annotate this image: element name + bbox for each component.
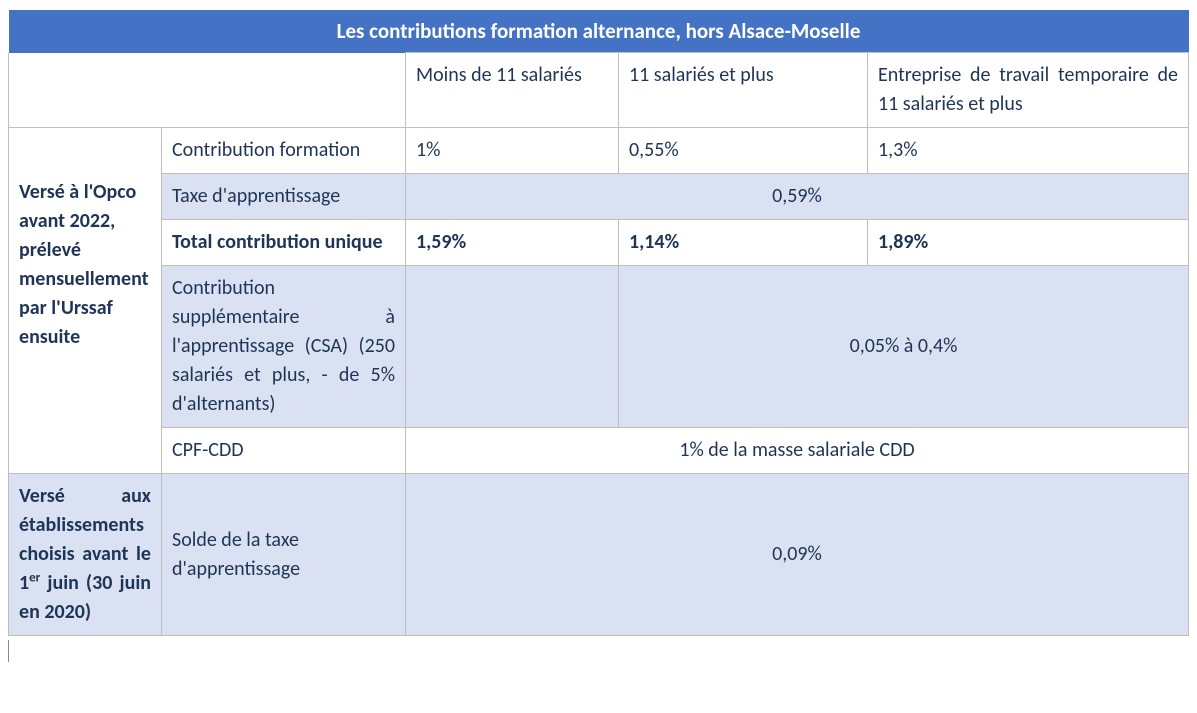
row-total-unique: Total contribution unique 1,59% 1,14% 1,…	[9, 220, 1189, 266]
footer-tick-mark	[8, 640, 13, 662]
row-contribution-formation: Versé à l'Opco avant 2022, prélevé mensu…	[9, 128, 1189, 174]
cell-cpf-value: 1% de la masse salariale CDD	[406, 428, 1189, 474]
cell-total-v1: 1,59%	[406, 220, 619, 266]
cell-csa-v1	[406, 266, 619, 428]
group2-label: Versé aux établissements choisis avant l…	[9, 474, 162, 636]
row-cpf-cdd: CPF-CDD 1% de la masse salariale CDD	[9, 428, 1189, 474]
cell-csa-merged: 0,05% à 0,4%	[619, 266, 1189, 428]
header-col-2: 11 salariés et plus	[619, 53, 868, 128]
group2-label-sup: er	[29, 571, 40, 586]
row-solde-taxe: Versé aux établissements choisis avant l…	[9, 474, 1189, 636]
cell-cpf-label: CPF-CDD	[162, 428, 406, 474]
group1-label: Versé à l'Opco avant 2022, prélevé mensu…	[9, 128, 162, 474]
table-title: Les contributions formation alternance, …	[9, 10, 1189, 53]
column-headers-row: Moins de 11 salariés 11 salariés et plus…	[9, 53, 1189, 128]
cell-contrib-formation-v1: 1%	[406, 128, 619, 174]
cell-total-label: Total contribution unique	[162, 220, 406, 266]
header-col-3: Entreprise de travail temporaire de 11 s…	[868, 53, 1189, 128]
cell-contrib-formation-v3: 1,3%	[868, 128, 1189, 174]
cell-solde-label: Solde de la taxe d'apprentissage	[162, 474, 406, 636]
cell-taxe-label: Taxe d'apprentissage	[162, 174, 406, 220]
header-blank	[9, 53, 406, 128]
contributions-table: Les contributions formation alternance, …	[8, 10, 1189, 636]
header-col-1: Moins de 11 salariés	[406, 53, 619, 128]
cell-taxe-value: 0,59%	[406, 174, 1189, 220]
cell-contrib-formation-v2: 0,55%	[619, 128, 868, 174]
cell-total-v3: 1,89%	[868, 220, 1189, 266]
title-row: Les contributions formation alternance, …	[9, 10, 1189, 53]
cell-contrib-formation-label: Contribution formation	[162, 128, 406, 174]
cell-solde-value: 0,09%	[406, 474, 1189, 636]
cell-total-v2: 1,14%	[619, 220, 868, 266]
row-taxe-apprentissage: Taxe d'apprentissage 0,59%	[9, 174, 1189, 220]
row-csa: Contribution supplémentaire à l'apprenti…	[9, 266, 1189, 428]
table-container: Les contributions formation alternance, …	[0, 0, 1197, 670]
cell-csa-label: Contribution supplémentaire à l'apprenti…	[162, 266, 406, 428]
